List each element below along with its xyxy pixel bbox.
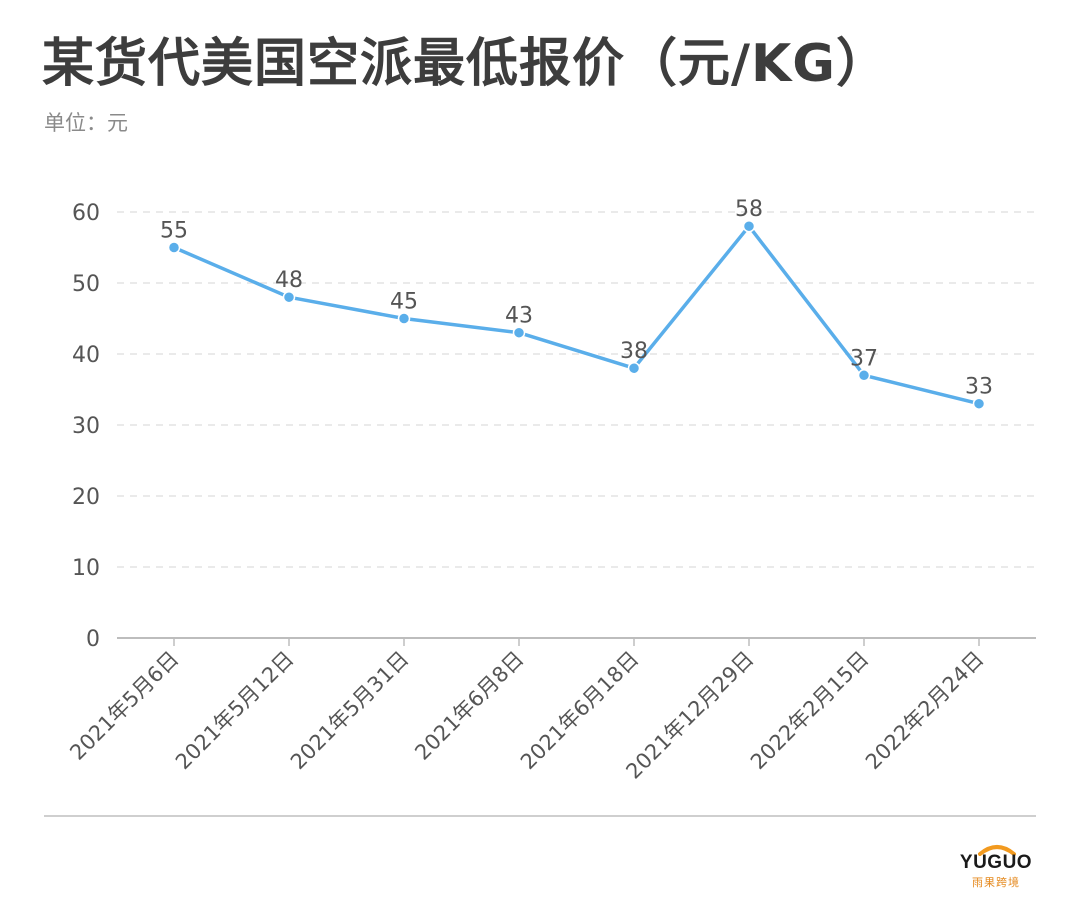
brand-logo: YUGUO 雨果跨境 xyxy=(956,842,1036,898)
gridlines xyxy=(117,211,1036,568)
x-tick-label: 2021年5月12日 xyxy=(171,647,299,775)
data-point xyxy=(742,219,756,233)
data-label: 38 xyxy=(620,339,648,364)
x-tick-label: 2021年6月18日 xyxy=(516,647,644,775)
data-point xyxy=(972,397,986,410)
line-chart: 0 10 20 30 40 50 60 2021年5月6日2021年5月12日2021年5月3… xyxy=(65,197,1036,784)
unit-label: 单位：元 xyxy=(44,111,128,135)
data-point xyxy=(627,361,641,375)
data-labels: 55 48 45 43 38 58 37 33 xyxy=(160,197,993,400)
footer-divider xyxy=(44,815,1036,817)
data-point xyxy=(167,241,181,254)
data-label: 37 xyxy=(850,346,878,371)
logo-arc-icon xyxy=(978,845,1016,856)
y-tick-label: 10 xyxy=(72,556,100,581)
x-tick-label: 2022年2月24日 xyxy=(861,647,989,775)
data-label: 33 xyxy=(965,375,993,400)
y-tick-label: 60 xyxy=(72,201,100,226)
x-tick-label: 2022年2月15日 xyxy=(746,647,874,775)
logo-subtitle: 雨果跨境 xyxy=(972,876,1020,889)
data-point xyxy=(857,369,871,382)
chart-title: 某货代美国空派最低报价（元/KG） xyxy=(42,34,889,94)
y-tick-label: 30 xyxy=(72,414,100,439)
data-label: 43 xyxy=(505,304,533,329)
x-tick-label: 2021年5月6日 xyxy=(65,647,183,765)
data-label: 55 xyxy=(160,219,188,244)
y-tick-label: 0 xyxy=(86,627,100,652)
series-line xyxy=(172,224,981,406)
y-tick-label: 50 xyxy=(72,272,100,297)
y-tick-label: 40 xyxy=(72,343,100,368)
x-tick-label: 2021年6月8日 xyxy=(410,647,528,765)
axes: 0 10 20 30 40 50 60 2021年5月6日2021年5月12日2021年5月3… xyxy=(65,201,1036,784)
series xyxy=(167,219,986,410)
y-tick-label: 20 xyxy=(72,485,100,510)
data-label: 45 xyxy=(390,290,418,315)
x-tick-label: 2021年12月29日 xyxy=(621,647,758,784)
data-label: 58 xyxy=(735,197,763,222)
data-point xyxy=(512,326,526,339)
data-label: 48 xyxy=(275,268,303,293)
data-point xyxy=(397,312,411,325)
data-point xyxy=(282,290,296,304)
x-tick-label: 2021年5月31日 xyxy=(286,647,414,775)
logo-wordmark: YUGUO xyxy=(959,852,1033,873)
